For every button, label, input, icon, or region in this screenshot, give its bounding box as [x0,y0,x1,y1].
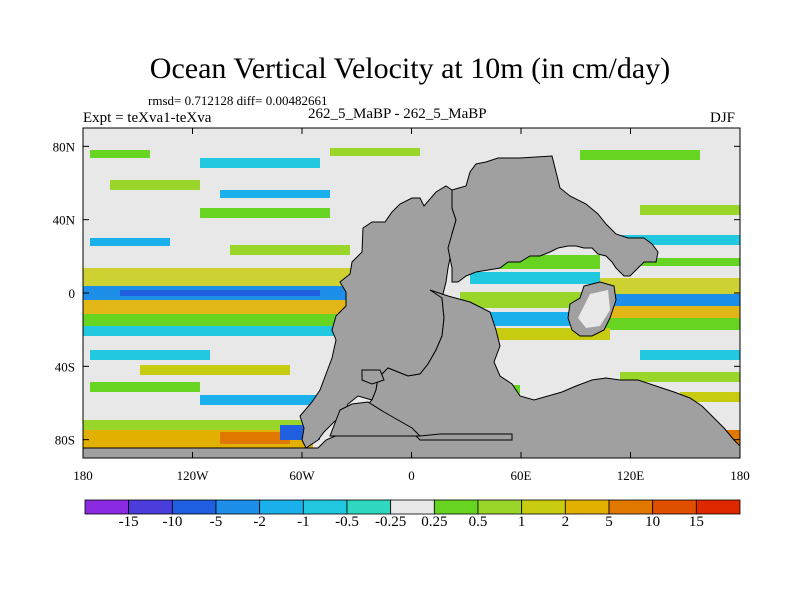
colorbar-label-8: 0.5 [468,514,488,530]
streak-1 [90,150,150,158]
colorbar-swatch-2 [171,499,217,515]
y-tick-label-2: 0 [69,286,76,301]
colorbar-label-13: 15 [688,514,704,530]
colorbar [84,499,741,515]
band-indian-cyan [470,272,600,284]
colorbar-swatch-1 [128,499,173,515]
y-tick-label-4: 80S [55,433,75,448]
band-pacific-west-green [600,318,740,330]
colorbar-swatch-10 [521,499,566,515]
landmass-eurasia [447,155,659,283]
colorbar-swatch-0 [84,499,130,515]
streak-8 [90,238,170,246]
y-tick-label-3: 40S [55,359,75,374]
streak-14 [140,365,290,375]
streak-13 [90,350,210,360]
streak-10 [640,205,740,215]
figure-title: Ocean Vertical Velocity at 10m (in cm/da… [149,52,671,85]
band-indian-blue [470,312,600,326]
y-tick-label-1: 40N [53,213,76,228]
band-north-eq-yellow [83,268,383,288]
colorbar-swatch-12 [608,499,654,515]
streak-12 [640,258,740,266]
experiment-label: Expt = teXva1-teXva [83,110,212,126]
colorbar-label-11: 5 [605,514,613,530]
colorbar-label-1: -10 [162,514,183,530]
season-label: DJF [710,110,736,126]
x-tick-label-2: 60W [289,468,315,483]
x-tick-label-6: 180 [730,468,750,483]
streak-4 [580,150,700,160]
band-pacific-west-orange [600,306,740,318]
colorbar-label-3: -2 [253,514,266,530]
case-label: 262_5_MaBP - 262_5_MaBP [308,106,487,122]
band-pacific-west-yellow [600,278,740,298]
colorbar-label-2: -5 [209,514,223,530]
colorbar-swatch-7 [390,499,435,515]
colorbar-label-5: -0.5 [335,514,359,530]
band-equator-deepblue [120,290,320,296]
streak-6 [220,190,330,198]
streak-18 [620,372,740,382]
streak-16 [200,395,320,405]
band-south-green [83,314,353,326]
southern-strip-red [220,432,290,444]
streak-7 [200,208,330,218]
land-masses [83,155,740,458]
colorbar-swatch-4 [259,499,304,515]
colorbar-swatch-9 [477,499,523,515]
x-tick-label-0: 180 [73,468,93,483]
x-tick-label-4: 60E [511,468,532,483]
streak-2 [200,158,320,168]
streak-9 [230,245,350,255]
colorbar-swatch-8 [433,499,479,515]
x-tick-label-3: 0 [408,468,415,483]
x-tick-label-1: 120W [177,468,210,483]
colorbar-label-9: 1 [517,514,526,530]
colorbar-label-0: -15 [118,514,139,530]
streak-5 [110,180,200,190]
landmass-south-patch [329,401,422,437]
colorbar-label-10: 2 [561,514,570,530]
colorbar-label-12: 10 [645,514,661,530]
band-pacific-west-blue [600,294,740,306]
streak-19 [680,392,740,402]
streak-11 [620,235,740,245]
stats-text: rmsd= 0.712128 diff= 0.00482661 [148,93,328,108]
map-plot-area [83,128,740,458]
y-tick-label-0: 80N [53,139,76,154]
band-south-cyan [83,326,343,336]
colorbar-swatch-3 [215,499,261,515]
landmass-small-island [361,369,385,385]
x-tick-label-5: 120E [617,468,645,483]
streak-17 [640,350,740,360]
axis-ticks: 180 120W 60W 0 60E 120E 180 80N 40N 0 40S 80S [53,128,750,483]
colorbar-label-4: -1 [297,514,310,530]
colorbar-label-6: -0.25 [375,514,407,530]
colorbar-swatch-11 [564,499,610,515]
colorbar-swatch-6 [346,499,392,515]
colorbar-swatch-13 [652,499,697,515]
southern-strip-green [83,420,303,432]
streak-3 [330,148,420,156]
band-south-eq-orange [83,300,383,314]
colorbar-swatch-5 [302,499,348,515]
colorbar-label-7: 0.25 [421,514,448,530]
streak-15 [90,382,200,392]
pale-inland-1 [578,290,610,328]
colorbar-swatch-14 [695,499,741,515]
band-indian-lime [460,292,600,308]
